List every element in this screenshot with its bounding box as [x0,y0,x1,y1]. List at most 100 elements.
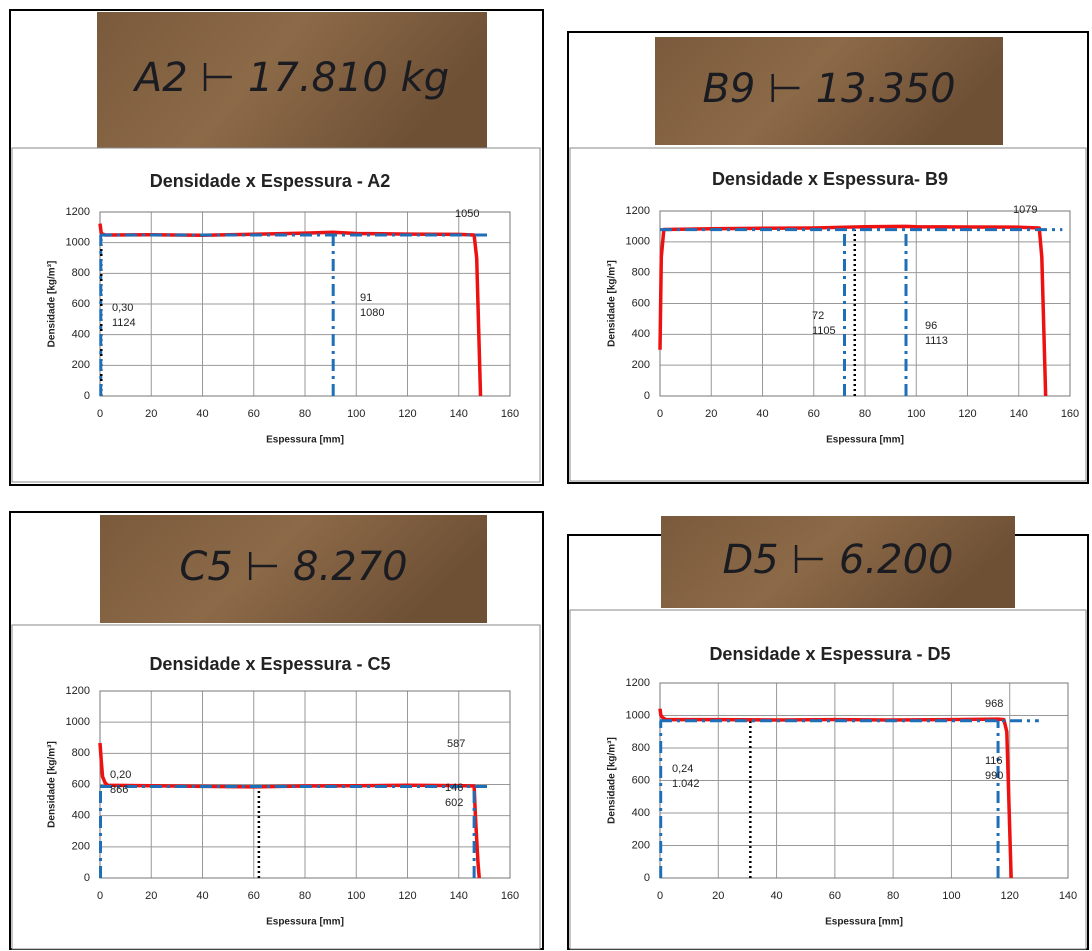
chart-area [12,148,540,482]
figure: A2 ⊢ 17.810 kg Densidade x Espessura - A2… [0,0,1092,951]
y-tick-label: 1200 [626,205,650,217]
x-axis-label: Espessura [mm] [266,917,344,928]
y-tick-label: 800 [72,267,90,279]
x-tick-label: 40 [756,408,768,420]
y-tick-label: 1000 [626,709,650,721]
y-tick-label: 200 [72,841,90,853]
annotation: 72 [812,310,824,322]
x-tick-label: 40 [196,890,208,902]
chart-area [570,148,1086,481]
x-tick-label: 80 [887,890,899,902]
annotation: 1.042 [672,778,700,790]
y-tick-label: 1000 [626,236,650,248]
y-tick-label: 200 [632,359,650,371]
y-axis-label: Densidade [kg/m³] [47,261,58,348]
annotation: 990 [985,770,1003,782]
x-tick-label: 140 [450,408,468,420]
x-tick-label: 100 [907,408,925,420]
y-tick-label: 1000 [66,237,90,249]
x-tick-label: 120 [398,408,416,420]
y-tick-label: 600 [72,778,90,790]
y-tick-label: 1200 [66,206,90,218]
x-tick-label: 40 [770,890,782,902]
x-tick-label: 160 [501,408,519,420]
y-tick-label: 600 [632,297,650,309]
y-axis-label: Densidade [kg/m³] [47,741,58,828]
x-tick-label: 100 [347,408,365,420]
annotation: 1050 [455,208,479,220]
annotation: 146 [445,782,463,794]
x-axis-label: Espessura [mm] [266,435,344,446]
y-tick-label: 400 [72,810,90,822]
annotation: 1113 [925,335,948,347]
x-tick-label: 160 [501,890,519,902]
x-tick-label: 0 [657,408,663,420]
y-tick-label: 600 [632,774,650,786]
y-tick-label: 1000 [66,716,90,728]
x-tick-label: 60 [248,408,260,420]
y-tick-label: 1200 [626,677,650,689]
annotation: 0,30 [112,302,133,314]
annotation: 602 [445,797,463,809]
x-tick-label: 100 [347,890,365,902]
annotation: 1124 [112,317,136,329]
y-tick-label: 0 [644,390,650,402]
y-tick-label: 400 [632,328,650,340]
x-tick-label: 80 [859,408,871,420]
x-tick-label: 0 [97,408,103,420]
x-tick-label: 60 [808,408,820,420]
y-tick-label: 200 [632,839,650,851]
y-tick-label: 400 [72,329,90,341]
chart-title: Densidade x Espessura - C5 [149,654,390,674]
y-axis-label: Densidade [kg/m³] [607,737,618,824]
x-tick-label: 120 [1001,890,1019,902]
chart-title: Densidade x Espessura - D5 [709,644,950,664]
annotation: 587 [447,738,465,750]
x-tick-label: 140 [450,890,468,902]
photo-text: C5 ⊢ 8.270 [179,544,407,590]
x-tick-label: 40 [196,408,208,420]
y-tick-label: 600 [72,298,90,310]
y-tick-label: 200 [72,359,90,371]
annotation: 1080 [360,307,384,319]
y-tick-label: 0 [644,872,650,884]
annotation: 96 [925,320,937,332]
annotation: 0,24 [672,763,693,775]
annotation: 968 [985,698,1003,710]
x-tick-label: 60 [248,890,260,902]
annotation: 116 [985,755,1003,767]
y-tick-label: 0 [84,872,90,884]
y-tick-label: 800 [632,742,650,754]
photo-text: D5 ⊢ 6.200 [722,537,953,583]
x-tick-label: 20 [705,408,717,420]
y-tick-label: 400 [632,807,650,819]
annotation: 0,20 [110,769,131,781]
y-axis-label: Densidade [kg/m³] [607,260,618,347]
y-tick-label: 0 [84,390,90,402]
photo-text: A2 ⊢ 17.810 kg [132,55,449,101]
x-tick-label: 140 [1010,408,1028,420]
annotation: 1105 [812,325,836,337]
y-tick-label: 800 [72,747,90,759]
x-tick-label: 80 [299,890,311,902]
x-axis-label: Espessura [mm] [826,435,904,446]
x-tick-label: 20 [145,890,157,902]
y-tick-label: 1200 [66,685,90,697]
x-tick-label: 20 [145,408,157,420]
annotation: 866 [110,784,128,796]
x-axis-label: Espessura [mm] [825,917,903,928]
x-tick-label: 120 [958,408,976,420]
x-tick-label: 140 [1059,890,1077,902]
y-tick-label: 800 [632,267,650,279]
chart-title: Densidade x Espessura - A2 [150,171,390,191]
annotation: 1079 [1013,204,1037,216]
annotation: 91 [360,292,372,304]
x-tick-label: 20 [712,890,724,902]
x-tick-label: 0 [657,890,663,902]
photo-text: B9 ⊢ 13.350 [702,66,955,112]
x-tick-label: 120 [398,890,416,902]
x-tick-label: 60 [829,890,841,902]
x-tick-label: 0 [97,890,103,902]
x-tick-label: 100 [942,890,960,902]
chart-title: Densidade x Espessura- B9 [712,169,948,189]
